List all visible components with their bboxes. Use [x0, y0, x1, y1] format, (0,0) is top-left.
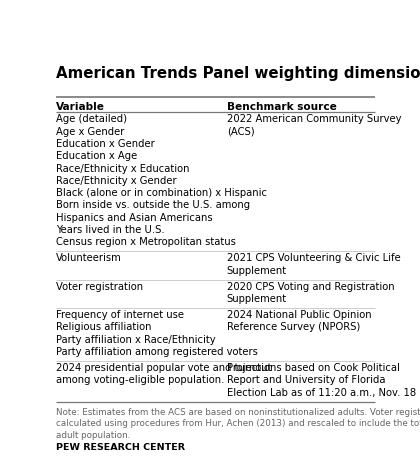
Text: Supplement: Supplement	[227, 266, 287, 276]
Text: 2020 CPS Voting and Registration: 2020 CPS Voting and Registration	[227, 282, 394, 292]
Text: Party affiliation among registered voters: Party affiliation among registered voter…	[56, 347, 257, 357]
Text: PEW RESEARCH CENTER: PEW RESEARCH CENTER	[56, 443, 185, 452]
Text: Projections based on Cook Political: Projections based on Cook Political	[227, 363, 399, 373]
Text: Race/Ethnicity x Gender: Race/Ethnicity x Gender	[56, 176, 176, 186]
Text: Education x Age: Education x Age	[56, 151, 137, 161]
Text: Age (detailed): Age (detailed)	[56, 114, 127, 124]
Text: Supplement: Supplement	[227, 294, 287, 304]
Text: 2024 National Public Opinion: 2024 National Public Opinion	[227, 310, 371, 320]
Text: Variable: Variable	[56, 102, 105, 112]
Text: Report and University of Florida: Report and University of Florida	[227, 375, 385, 385]
Text: American Trends Panel weighting dimensions: American Trends Panel weighting dimensio…	[56, 65, 420, 81]
Text: 2022 American Community Survey: 2022 American Community Survey	[227, 114, 401, 124]
Text: Reference Survey (NPORS): Reference Survey (NPORS)	[227, 322, 360, 333]
Text: Party affiliation x Race/Ethnicity: Party affiliation x Race/Ethnicity	[56, 335, 215, 345]
Text: among voting-eligible population.: among voting-eligible population.	[56, 375, 224, 385]
Text: Race/Ethnicity x Education: Race/Ethnicity x Education	[56, 163, 189, 173]
Text: 2024 presidential popular vote and turnout: 2024 presidential popular vote and turno…	[56, 363, 271, 373]
Text: Born inside vs. outside the U.S. among: Born inside vs. outside the U.S. among	[56, 201, 250, 211]
Text: Age x Gender: Age x Gender	[56, 127, 124, 137]
Text: (ACS): (ACS)	[227, 127, 254, 137]
Text: adult population.: adult population.	[56, 430, 130, 439]
Text: 2021 CPS Volunteering & Civic Life: 2021 CPS Volunteering & Civic Life	[227, 253, 400, 263]
Text: Volunteerism: Volunteerism	[56, 253, 121, 263]
Text: Hispanics and Asian Americans: Hispanics and Asian Americans	[56, 213, 213, 223]
Text: Frequency of internet use: Frequency of internet use	[56, 310, 184, 320]
Text: Note: Estimates from the ACS are based on noninstitutionalized adults. Voter reg: Note: Estimates from the ACS are based o…	[56, 408, 420, 417]
Text: Black (alone or in combination) x Hispanic: Black (alone or in combination) x Hispan…	[56, 188, 267, 198]
Text: Education x Gender: Education x Gender	[56, 139, 155, 149]
Text: Election Lab as of 11:20 a.m., Nov. 18: Election Lab as of 11:20 a.m., Nov. 18	[227, 388, 416, 398]
Text: calculated using procedures from Hur, Achen (2013) and rescaled to include the t: calculated using procedures from Hur, Ac…	[56, 419, 420, 428]
Text: Benchmark source: Benchmark source	[227, 102, 336, 112]
Text: Census region x Metropolitan status: Census region x Metropolitan status	[56, 237, 236, 247]
Text: Years lived in the U.S.: Years lived in the U.S.	[56, 225, 164, 235]
Text: Voter registration: Voter registration	[56, 282, 143, 292]
Text: Religious affiliation: Religious affiliation	[56, 322, 151, 333]
